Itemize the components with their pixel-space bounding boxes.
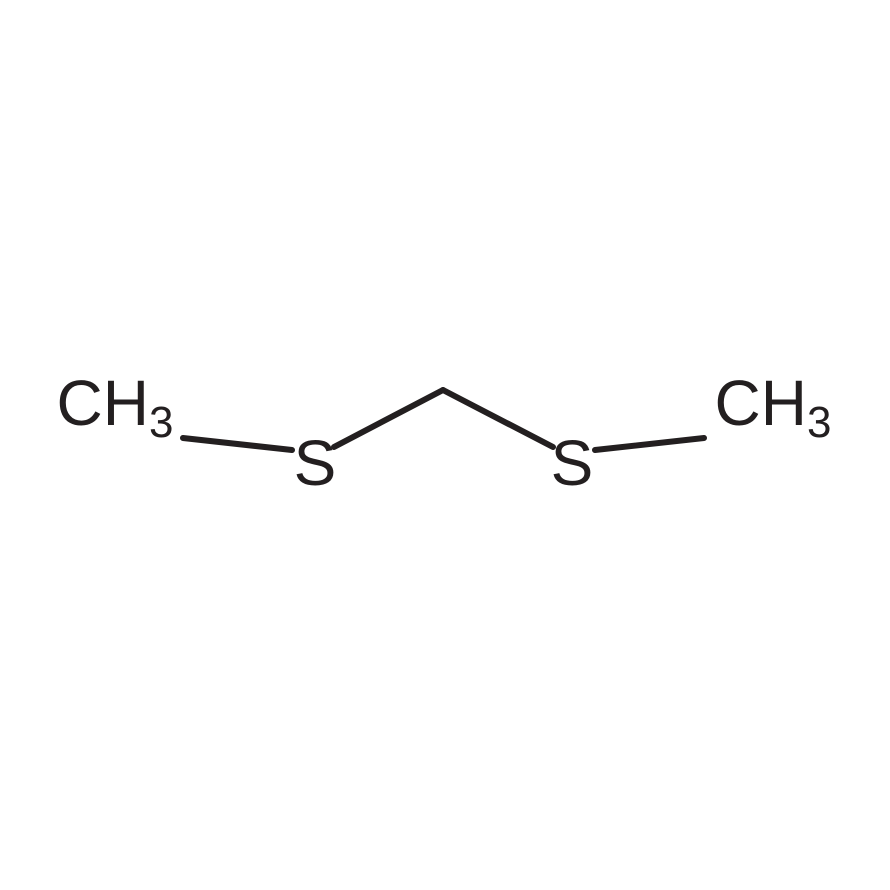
bond [183,438,292,450]
bond [334,390,443,447]
atom-label-ch3_left: CH3 [57,367,174,447]
atom-label-s_right: S [551,427,594,499]
atom-label-s_left: S [294,427,337,499]
atom-label-ch3_right: CH3 [715,367,832,447]
chemical-structure-diagram: CH3 S S CH3 [0,0,890,890]
bond [595,438,704,450]
bond [443,390,553,447]
